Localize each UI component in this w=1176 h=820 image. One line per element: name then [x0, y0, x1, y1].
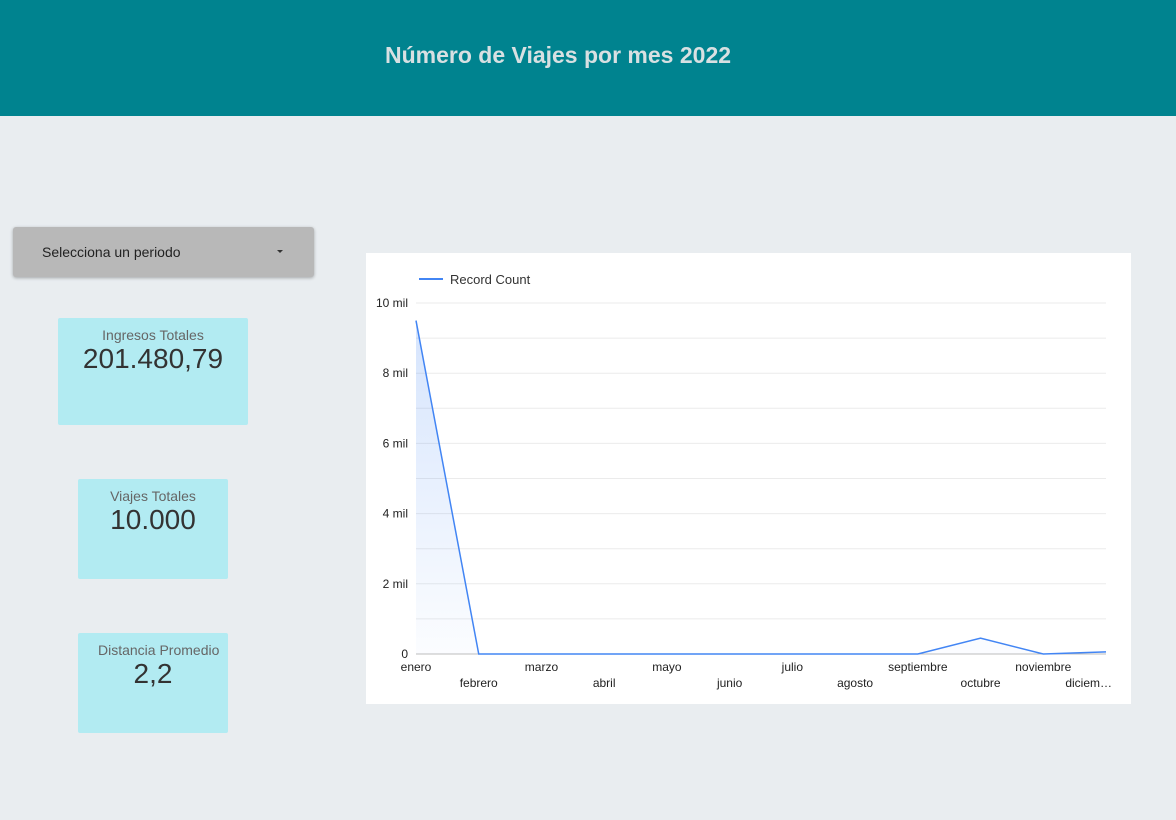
x-tick-label: marzo: [525, 660, 559, 674]
y-tick-label: 8 mil: [383, 366, 408, 380]
x-tick-label: junio: [716, 676, 743, 690]
y-tick-label: 2 mil: [383, 577, 408, 591]
y-tick-label: 0: [401, 647, 408, 661]
kpi-card-distancia: Distancia Promedio 2,2: [78, 633, 228, 733]
kpi-card-ingresos: Ingresos Totales 201.480,79: [58, 318, 248, 425]
kpi-label: Distancia Promedio: [98, 642, 220, 658]
chart-canvas: 0 2 mil 4 mil 6 mil 8 mil 10 mil enero febrero m…: [376, 272, 1112, 690]
kpi-value: 201.480,79: [82, 343, 224, 374]
x-tick-label: noviembre: [1015, 660, 1071, 674]
trips-per-month-chart: 0 2 mil 4 mil 6 mil 8 mil 10 mil enero febrero m…: [366, 253, 1131, 704]
page-title: Número de Viajes por mes 2022: [385, 42, 732, 68]
x-tick-label: agosto: [837, 676, 873, 690]
x-tick-label: diciem…: [1065, 676, 1112, 690]
kpi-card-viajes: Viajes Totales 10.000: [78, 479, 228, 579]
x-tick-label: mayo: [652, 660, 682, 674]
kpi-label: Ingresos Totales: [102, 327, 204, 343]
series-area: [416, 320, 1106, 654]
kpi-label: Viajes Totales: [110, 488, 196, 504]
header-bar: Número de Viajes por mes 2022: [0, 0, 1176, 116]
kpi-value: 2,2: [133, 658, 173, 689]
period-select-label: Selecciona un periodo: [42, 244, 181, 260]
kpi-value: 10.000: [110, 504, 196, 535]
y-tick-label: 10 mil: [376, 296, 408, 310]
period-select-dropdown[interactable]: Selecciona un periodo: [13, 227, 314, 277]
y-tick-label: 4 mil: [383, 507, 408, 521]
x-tick-label: febrero: [460, 676, 498, 690]
series-line: [415, 320, 1107, 655]
caret-down-icon: [275, 246, 285, 256]
x-tick-label: octubre: [961, 676, 1001, 690]
x-tick-label: abril: [593, 676, 616, 690]
x-tick-label: julio: [781, 660, 804, 674]
y-tick-label: 6 mil: [383, 436, 408, 450]
x-tick-label: septiembre: [888, 660, 948, 674]
legend-label: Record Count: [450, 272, 531, 287]
x-tick-label: enero: [401, 660, 432, 674]
